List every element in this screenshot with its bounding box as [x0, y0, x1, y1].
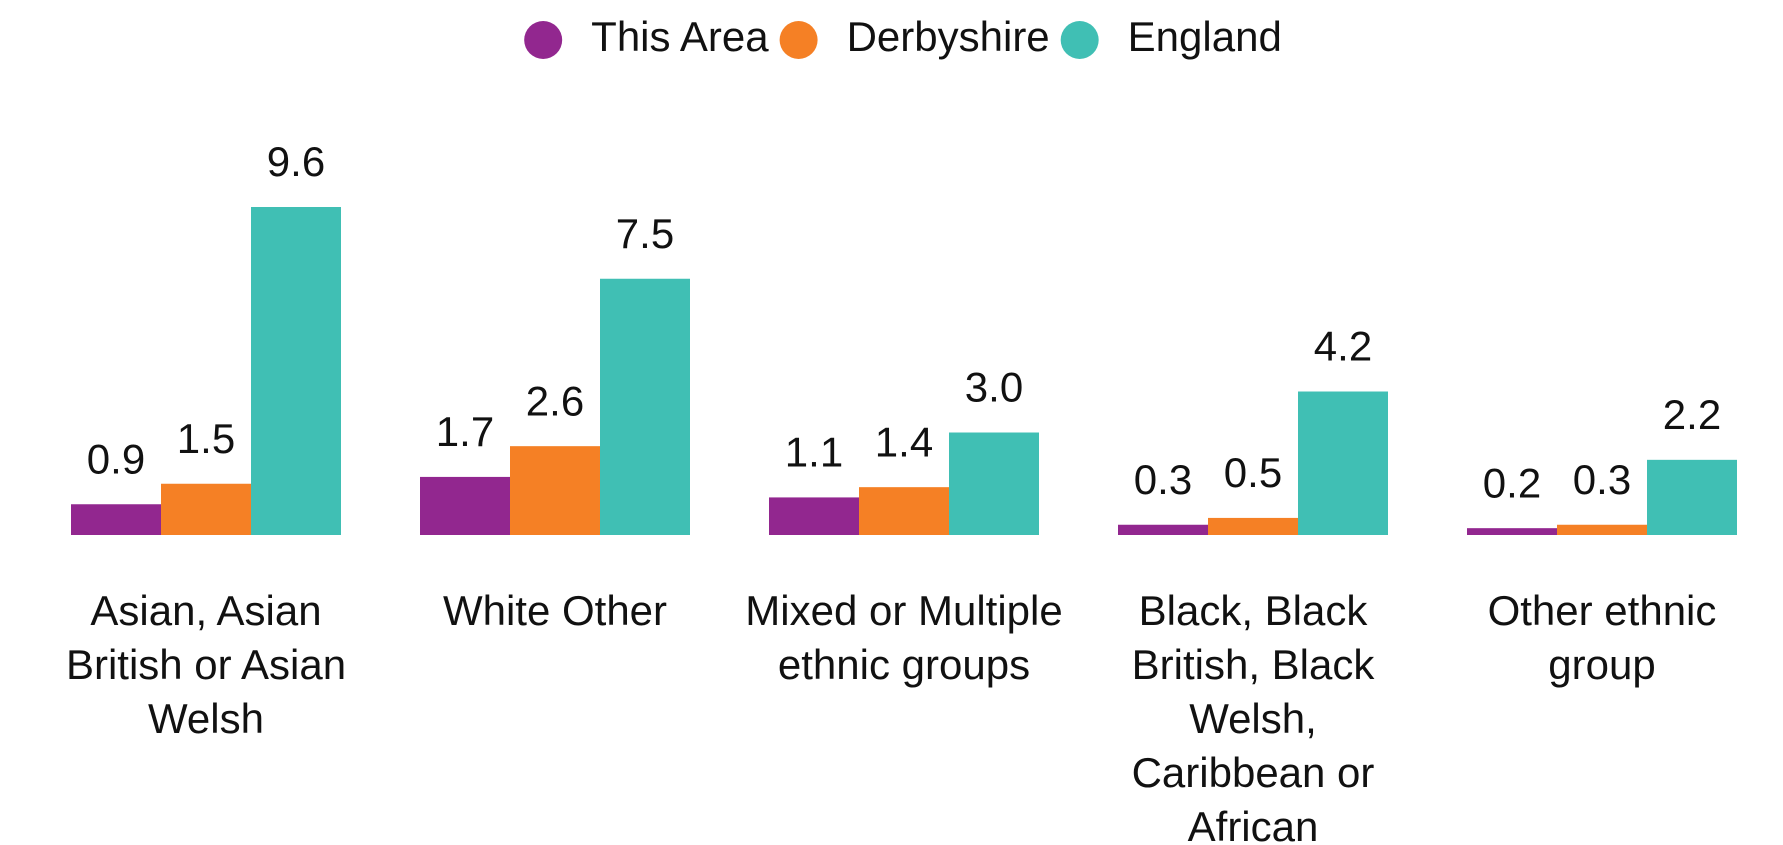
bar	[1118, 524, 1208, 535]
bar	[600, 278, 690, 535]
data-label: 1.4	[875, 418, 933, 465]
data-label: 0.2	[1483, 459, 1541, 506]
bar	[71, 504, 161, 535]
data-label: 0.9	[87, 435, 145, 482]
legend-marker	[779, 21, 818, 59]
bar	[1467, 528, 1557, 535]
data-label: 7.5	[616, 210, 674, 257]
data-label: 1.7	[436, 408, 494, 455]
bar	[859, 487, 949, 535]
data-label: 9.6	[267, 138, 325, 185]
data-label: 2.2	[1663, 391, 1721, 438]
data-label: 0.5	[1224, 449, 1282, 496]
data-label: 4.2	[1314, 323, 1372, 370]
data-label: 1.1	[785, 429, 843, 476]
x-tick-label: Asian, Asian British or Asian Welsh	[65, 587, 347, 742]
legend-label: England	[1128, 13, 1282, 60]
data-label: 0.3	[1134, 456, 1192, 503]
bar	[949, 432, 1039, 535]
x-tick-label: White Other	[442, 587, 668, 634]
bar	[1298, 391, 1388, 535]
bar	[161, 483, 251, 535]
bar	[251, 207, 341, 535]
bar	[1557, 524, 1647, 535]
bar	[769, 497, 859, 535]
bar	[420, 476, 510, 535]
legend-marker	[1060, 21, 1099, 59]
bar	[510, 446, 600, 535]
data-label: 2.6	[526, 377, 584, 424]
legend-label: Derbyshire	[847, 13, 1050, 60]
x-tick-label: Mixed or Multiple ethnic groups	[745, 587, 1063, 688]
data-label: 3.0	[965, 364, 1023, 411]
bar	[1647, 459, 1737, 535]
legend-marker	[524, 21, 563, 59]
legend-label: This Area	[591, 13, 769, 60]
data-label: 0.3	[1573, 456, 1631, 503]
bar	[1208, 517, 1298, 535]
x-tick-label: Other ethnic group	[1487, 587, 1717, 688]
x-tick-label: Black, Black British, Black Welsh, Carib…	[1131, 587, 1375, 845]
data-label: 1.5	[177, 415, 235, 462]
